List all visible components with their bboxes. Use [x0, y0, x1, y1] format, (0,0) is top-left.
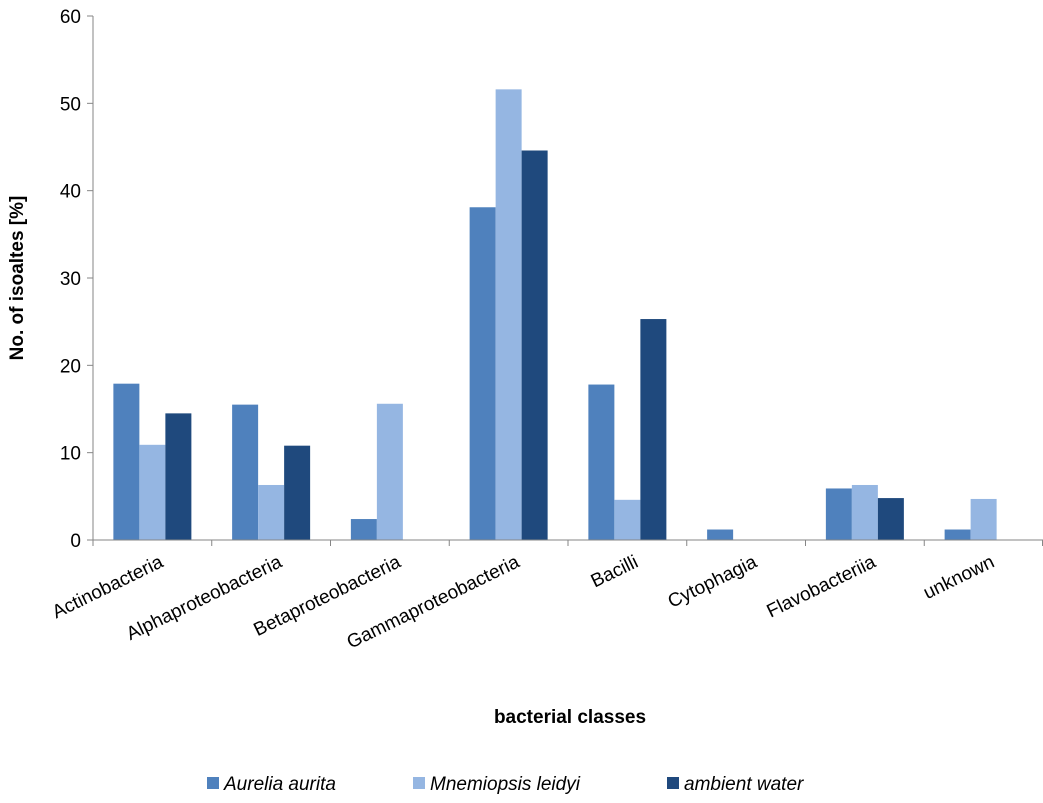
bar — [284, 445, 311, 540]
y-tick-label: 0 — [70, 531, 81, 552]
legend-label: ambient water — [684, 774, 804, 795]
x-axis-title: bacterial classes — [494, 707, 646, 728]
bar — [165, 413, 192, 540]
x-axis: ActinobacteriaAlphaproteobacteriaBetapro… — [49, 539, 1043, 653]
y-tick-label: 50 — [60, 94, 81, 115]
bar — [495, 89, 522, 541]
bar — [588, 384, 615, 540]
bar — [376, 403, 403, 540]
plot-area — [113, 89, 997, 541]
y-axis: 0 10 20 30 40 50 60 — [60, 7, 94, 552]
bar — [707, 529, 734, 540]
bar — [350, 519, 377, 540]
legend-label: Mnemiopsis leidyi — [430, 774, 581, 795]
bar — [851, 484, 878, 540]
legend-swatch — [667, 777, 679, 789]
bar — [113, 383, 140, 540]
y-tick-label: 30 — [60, 269, 81, 290]
x-category-label: Cytophagia — [665, 551, 761, 612]
y-tick-label: 20 — [60, 356, 81, 377]
bar — [877, 498, 904, 540]
y-tick-label: 60 — [60, 7, 81, 28]
legend: Aurelia aurita Mnemiopsis leidyi ambient w… — [207, 774, 804, 795]
legend-swatch — [207, 777, 219, 789]
bar — [970, 498, 997, 540]
bar — [139, 444, 166, 540]
bar — [258, 484, 285, 540]
bar — [469, 207, 496, 540]
x-category-label: unknown — [920, 552, 998, 604]
x-category-label: Flavobacteriia — [764, 551, 880, 622]
bar — [521, 150, 548, 540]
y-tick-label: 10 — [60, 444, 81, 465]
legend-label: Aurelia aurita — [223, 774, 336, 795]
bar — [825, 488, 852, 540]
bar — [232, 404, 259, 540]
bar — [640, 319, 667, 540]
bar — [944, 529, 971, 540]
y-tick-label: 40 — [60, 182, 81, 203]
x-category-label: Bacilli — [588, 552, 642, 593]
y-axis-title: No. of isoaltes [%] — [7, 196, 28, 361]
legend-swatch — [413, 777, 425, 789]
bar — [614, 499, 641, 540]
